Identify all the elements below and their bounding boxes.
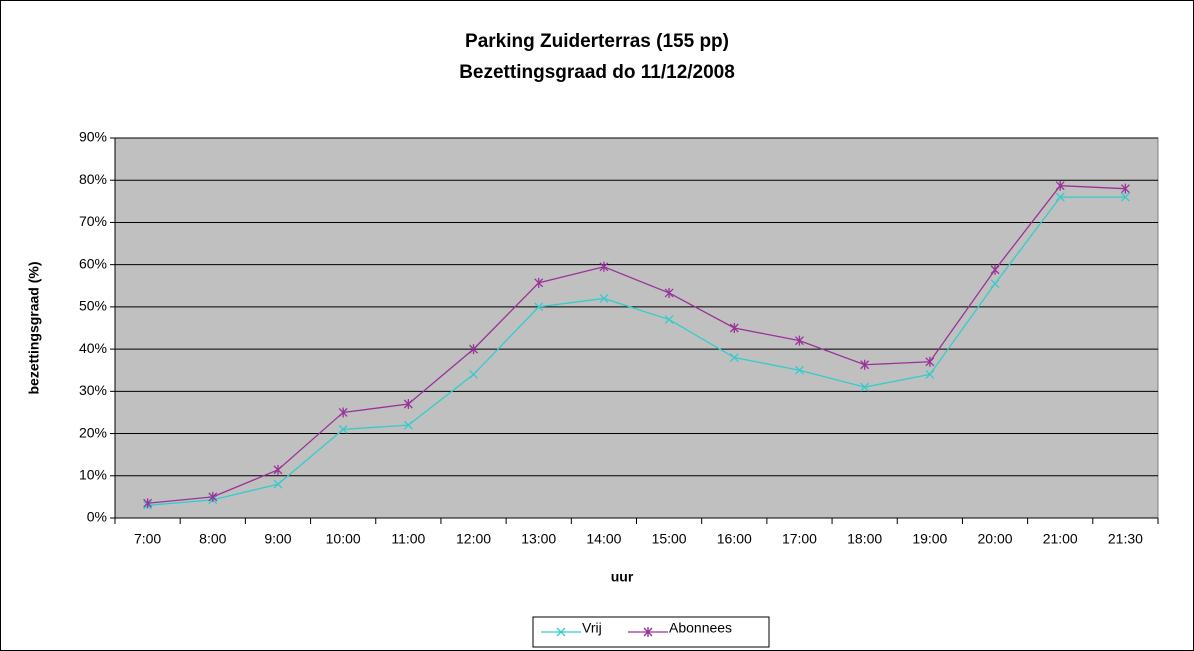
marker xyxy=(925,356,935,367)
y-tick-label: 10% xyxy=(79,466,107,482)
x-tick-label: 18:00 xyxy=(847,531,882,547)
y-tick-label: 20% xyxy=(79,424,107,440)
y-tick-label: 70% xyxy=(79,213,107,229)
chart-title: Parking Zuiderterras (155 pp) xyxy=(465,31,729,52)
marker xyxy=(990,264,1000,275)
marker xyxy=(403,399,413,409)
x-tick-label: 10:00 xyxy=(326,531,361,547)
marker xyxy=(403,420,413,430)
marker xyxy=(208,491,218,502)
y-tick-label: 50% xyxy=(79,298,107,314)
x-tick-label: 9:00 xyxy=(264,531,291,547)
marker xyxy=(860,382,870,392)
legend-label: Vrij xyxy=(582,620,602,636)
marker xyxy=(795,365,804,375)
legend-label: Abonnees xyxy=(669,620,732,636)
marker xyxy=(534,302,544,312)
marker xyxy=(664,315,674,325)
marker xyxy=(1055,180,1065,191)
x-tick-label: 12:00 xyxy=(456,531,491,547)
x-tick-label: 20:00 xyxy=(978,531,1013,547)
x-tick-label: 19:00 xyxy=(912,531,947,547)
x-tick-label: 13:00 xyxy=(521,531,556,547)
series-line xyxy=(147,185,1126,504)
marker xyxy=(338,424,348,434)
y-tick-label: 0% xyxy=(87,509,107,525)
y-tick-label: 40% xyxy=(79,340,107,356)
marker xyxy=(729,353,739,363)
x-axis-title: uur xyxy=(611,569,634,585)
marker xyxy=(469,369,478,379)
marker xyxy=(599,293,609,303)
x-tick-label: 21:00 xyxy=(1043,531,1078,547)
marker xyxy=(469,344,478,355)
x-tick-label: 16:00 xyxy=(717,531,752,547)
marker xyxy=(729,323,739,333)
y-tick-label: 80% xyxy=(79,171,107,187)
marker xyxy=(1120,192,1130,202)
marker xyxy=(1120,183,1130,194)
marker xyxy=(925,369,935,379)
marker xyxy=(338,407,348,418)
legend-marker xyxy=(556,627,566,637)
marker xyxy=(795,335,804,346)
marker xyxy=(534,277,544,288)
y-tick-label: 30% xyxy=(79,382,107,398)
x-tick-label: 14:00 xyxy=(586,531,621,547)
x-tick-label: 7:00 xyxy=(134,531,161,547)
chart-subtitle: Bezettingsgraad do 11/12/2008 xyxy=(459,62,735,83)
x-tick-label: 8:00 xyxy=(199,531,226,547)
series-line xyxy=(147,196,1126,506)
marker xyxy=(273,464,283,475)
legend-marker xyxy=(643,627,653,637)
marker xyxy=(273,479,283,489)
marker xyxy=(664,287,674,298)
marker xyxy=(599,261,609,272)
y-tick-label: 90% xyxy=(79,129,107,145)
marker xyxy=(1055,192,1065,202)
x-tick-label: 21:30 xyxy=(1108,531,1143,547)
plot-area xyxy=(114,137,1159,519)
x-tick-label: 17:00 xyxy=(782,531,817,547)
x-tick-label: 15:00 xyxy=(652,531,687,547)
y-tick-label: 60% xyxy=(79,255,107,271)
marker xyxy=(860,359,870,370)
x-tick-label: 11:00 xyxy=(391,531,425,547)
y-axis-title: bezettingsgraad (%) xyxy=(26,261,42,394)
marker xyxy=(990,279,1000,289)
marker xyxy=(143,498,153,509)
